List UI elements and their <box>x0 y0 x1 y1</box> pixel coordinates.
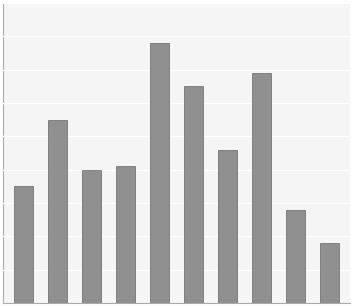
Bar <box>252 73 271 303</box>
Bar <box>184 86 203 303</box>
Bar <box>116 166 135 303</box>
Bar <box>218 150 237 303</box>
Bar <box>150 43 169 303</box>
Bar <box>14 186 32 303</box>
Bar <box>286 210 305 303</box>
Bar <box>321 243 339 303</box>
Bar <box>82 170 101 303</box>
Bar <box>48 120 67 303</box>
